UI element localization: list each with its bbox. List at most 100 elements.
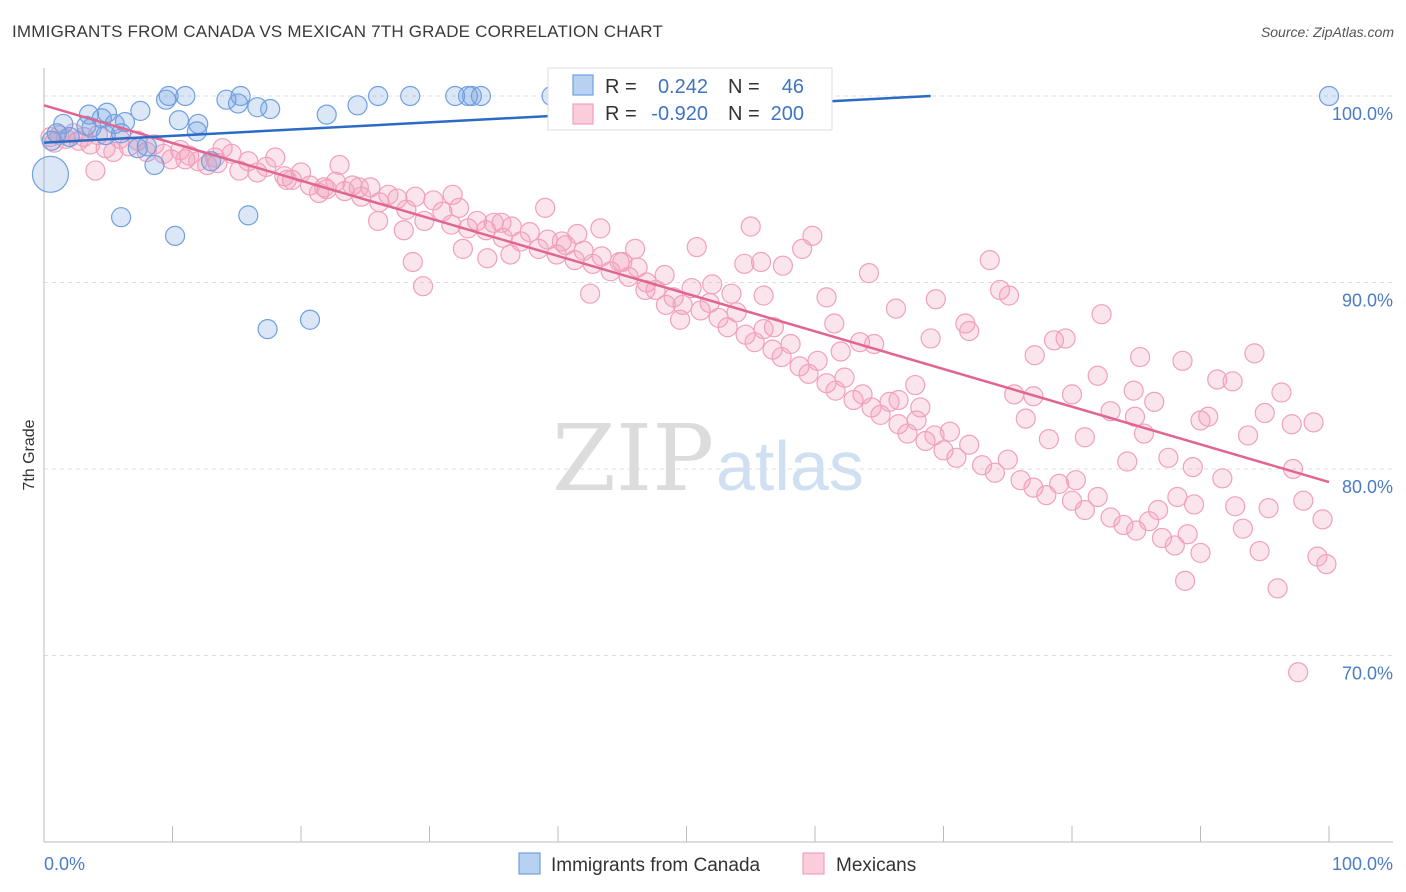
point-mexicans bbox=[1182, 457, 1203, 478]
point-canada bbox=[260, 98, 281, 120]
point-mexicans bbox=[491, 212, 512, 233]
point-mexicans bbox=[405, 186, 426, 207]
point-mexicans bbox=[717, 317, 738, 338]
point-mexicans bbox=[780, 333, 801, 355]
point-mexicans bbox=[1281, 414, 1302, 435]
point-mexicans bbox=[888, 389, 909, 411]
legend-r-value-1: 0.242 bbox=[658, 76, 708, 98]
point-mexicans bbox=[368, 210, 389, 232]
point-mexicans bbox=[1036, 484, 1057, 506]
point-mexicans bbox=[1232, 518, 1254, 539]
gridlines bbox=[44, 95, 1393, 656]
point-canada bbox=[186, 121, 208, 142]
point-mexicans bbox=[448, 197, 470, 218]
x-tick-label-max: 100.0% bbox=[1332, 854, 1393, 874]
point-mexicans bbox=[906, 410, 927, 431]
point-mexicans bbox=[1010, 470, 1031, 491]
point-mexicans bbox=[686, 236, 707, 258]
point-mexicans bbox=[1038, 429, 1059, 450]
point-mexicans bbox=[905, 374, 926, 396]
point-canada bbox=[53, 113, 74, 135]
point-mexicans bbox=[1158, 447, 1179, 468]
stats-legend: R = 0.242 N = 46 R = -0.920 N = 200 bbox=[547, 67, 833, 131]
point-mexicans bbox=[1207, 369, 1228, 390]
point-mexicans bbox=[1015, 408, 1036, 429]
point-canada bbox=[470, 85, 491, 107]
point-canada bbox=[238, 205, 259, 226]
y-tick-labels: 100.0% 90.0% 80.0% 70.0% bbox=[1332, 104, 1393, 684]
point-canada bbox=[130, 100, 151, 121]
point-mexicans bbox=[1117, 451, 1138, 472]
point-mexicans bbox=[721, 283, 742, 304]
point-mexicans bbox=[1303, 412, 1324, 433]
point-canada bbox=[247, 97, 268, 118]
point-mexicans bbox=[702, 274, 723, 295]
legend-r-value-2: -0.920 bbox=[651, 103, 708, 125]
point-canada bbox=[155, 89, 177, 110]
point-mexicans bbox=[1316, 554, 1337, 575]
point-canada bbox=[31, 155, 70, 193]
point-mexicans bbox=[959, 434, 980, 455]
point-mexicans bbox=[955, 313, 976, 334]
point-mexicans bbox=[933, 440, 954, 461]
y-tick-label: 90.0% bbox=[1342, 290, 1393, 310]
point-mexicans bbox=[329, 154, 350, 176]
point-mexicans bbox=[1288, 662, 1309, 683]
point-mexicans bbox=[1254, 402, 1275, 424]
point-mexicans bbox=[1258, 498, 1279, 519]
legend-label-canada: Immigrants from Canada bbox=[551, 855, 761, 876]
point-mexicans bbox=[567, 223, 588, 245]
point-canada bbox=[257, 319, 278, 340]
point-canada bbox=[347, 95, 368, 116]
point-mexicans bbox=[1151, 527, 1173, 549]
point-mexicans bbox=[535, 197, 556, 218]
point-mexicans bbox=[858, 263, 880, 284]
point-mexicans bbox=[265, 147, 286, 168]
point-mexicans bbox=[1061, 384, 1083, 405]
point-mexicans bbox=[1225, 496, 1246, 517]
point-mexicans bbox=[1043, 330, 1065, 351]
point-mexicans bbox=[1172, 350, 1193, 371]
point-mexicans bbox=[824, 313, 845, 334]
series-mexicans-points bbox=[40, 123, 1337, 683]
point-mexicans bbox=[830, 341, 851, 362]
point-mexicans bbox=[519, 222, 540, 243]
point-mexicans bbox=[1023, 477, 1044, 498]
point-mexicans bbox=[753, 285, 774, 306]
point-mexicans bbox=[816, 287, 837, 308]
legend-swatch-mexicans bbox=[802, 852, 825, 875]
point-mexicans bbox=[477, 248, 498, 269]
point-mexicans bbox=[1074, 427, 1095, 448]
point-mexicans bbox=[500, 244, 521, 265]
legend-label-mexicans: Mexicans bbox=[836, 855, 916, 876]
point-mexicans bbox=[412, 276, 434, 297]
legend-swatch-blue bbox=[572, 74, 594, 96]
point-mexicans bbox=[1177, 524, 1198, 545]
point-mexicans bbox=[1065, 470, 1086, 491]
point-mexicans bbox=[1147, 499, 1169, 521]
point-mexicans bbox=[802, 225, 823, 246]
y-tick-label: 80.0% bbox=[1342, 477, 1393, 497]
point-mexicans bbox=[1123, 380, 1144, 401]
point-mexicans bbox=[612, 251, 633, 273]
point-mexicans bbox=[920, 328, 941, 349]
point-canada bbox=[144, 154, 165, 176]
point-mexicans bbox=[772, 255, 793, 276]
point-canada bbox=[168, 110, 190, 131]
point-mexicans bbox=[979, 250, 1000, 271]
point-mexicans bbox=[402, 251, 423, 273]
point-mexicans bbox=[807, 350, 828, 371]
point-mexicans bbox=[85, 160, 106, 181]
point-mexicans bbox=[360, 177, 381, 198]
point-canada bbox=[127, 138, 148, 159]
point-mexicans bbox=[1144, 391, 1165, 412]
point-mexicans bbox=[984, 462, 1006, 483]
point-mexicans bbox=[1249, 540, 1270, 562]
point-canada bbox=[110, 207, 132, 228]
point-mexicans bbox=[655, 294, 677, 315]
point-mexicans bbox=[1049, 473, 1070, 495]
point-mexicans bbox=[885, 298, 907, 319]
point-canada bbox=[158, 85, 179, 107]
legend-n-value-1: 46 bbox=[782, 76, 804, 98]
